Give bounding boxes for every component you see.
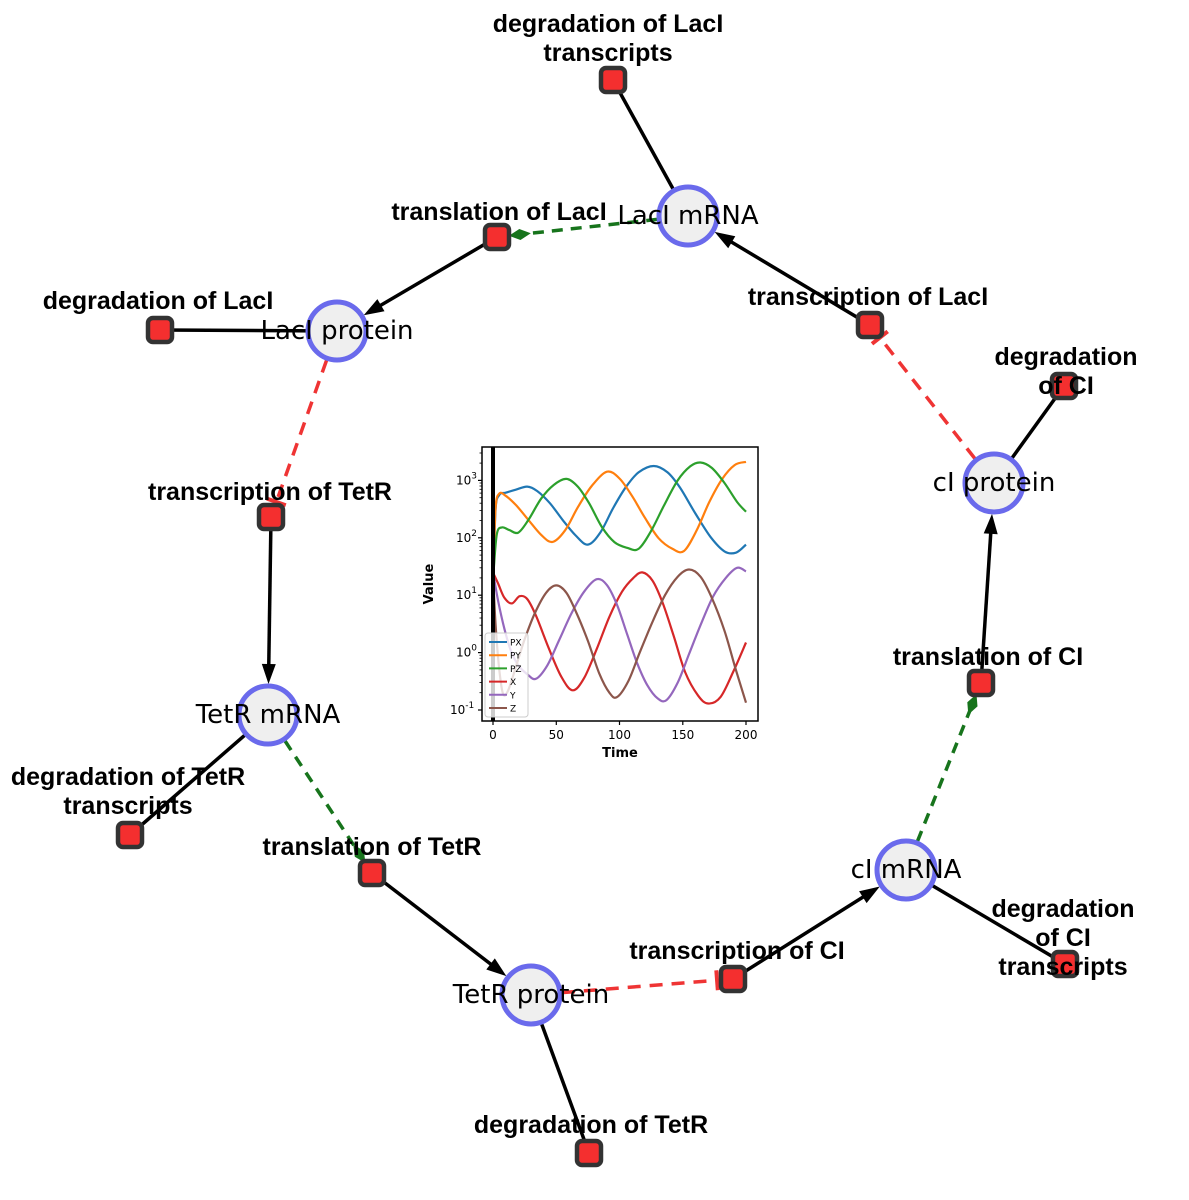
reaction-node-deg-tetr-tx [115,820,145,850]
arrowhead-icon [714,231,736,249]
y-tick-label: 100 [456,644,477,660]
species-node-tetr-mrna [236,683,300,747]
reaction-node-deg-ci [1049,371,1079,401]
legend-label-PZ: PZ [510,665,522,675]
edge-translation-ci-ci-protein [979,513,998,684]
x-tick-label: 100 [608,728,631,742]
species-node-ci-mrna [874,838,938,902]
edge-translation-laci-laci-protein [363,235,498,316]
legend-label-X: X [510,678,516,688]
diamond-arrowhead-icon [508,229,531,240]
arrowhead-icon [859,886,880,904]
tbar-icon [266,496,287,508]
y-tick-label: 103 [456,471,477,487]
y-tick-label: 102 [456,529,477,545]
species-node-ci-protein [962,451,1026,515]
reaction-node-deg-laci-tx [598,65,628,95]
x-tick-label: 0 [489,728,497,742]
reaction-node-transcription-tetr [256,502,286,532]
reaction-node-deg-ci-tx [1050,949,1080,979]
x-tick-label: 150 [671,728,694,742]
x-axis-title: Time [602,746,638,761]
edge-translation-tetr-tetr-protein [370,871,507,977]
legend-label-PY: PY [510,652,521,662]
legend-label-PX: PX [510,639,522,649]
legend-label-Z: Z [510,705,516,715]
arrowhead-icon [486,958,507,977]
series-line-X [492,571,748,705]
species-node-tetr-protein [499,963,563,1027]
species-node-laci-protein [305,299,369,363]
diamond-arrowhead-icon [967,694,978,715]
time-zero-vline [491,447,495,721]
arrowhead-icon [261,663,276,684]
species-node-laci-mrna [656,184,720,248]
tbar-icon [714,970,720,991]
edge-tetr-protein-transcription-ci [561,970,720,995]
reaction-node-deg-laci [145,315,175,345]
edge-laci-mrna-translation-laci [508,217,658,240]
reaction-node-deg-tetr [574,1138,604,1168]
timeseries-chart: 0 50 100 150 20010310210110010-1TimeValuePXP… [422,446,759,761]
edge-laci-protein-transcription-tetr [266,359,329,508]
edge-transcription-tetr-tetr-mrna [261,516,276,684]
series-line-PY [492,460,747,578]
reaction-node-translation-laci [482,222,512,252]
edge-tetr-mrna-translation-tetr [283,739,366,863]
legend: PX PY PZ XYZ [484,632,529,718]
series-line-PX [492,464,747,586]
arrowhead-icon [363,299,385,316]
x-tick-label: 50 [549,728,564,742]
edge-ci-mrna-translation-ci [915,694,978,842]
edge-ci-protein-transcription-laci [870,329,977,460]
reaction-node-translation-ci [966,668,996,698]
reaction-node-translation-tetr [357,858,387,888]
y-tick-label: 10-1 [450,701,474,717]
y-axis-title: Value [422,563,437,604]
edge-transcription-ci-ci-mrna [732,886,880,981]
diamond-arrowhead-icon [353,844,366,863]
y-tick-label: 101 [456,586,477,602]
nodes-layer [115,65,1080,1168]
series-line-PZ [492,461,747,573]
legend-label-Y: Y [509,691,516,701]
edge-transcription-laci-laci-mrna [714,231,871,327]
x-tick-label: 200 [735,728,758,742]
reaction-node-transcription-laci [855,310,885,340]
arrowhead-icon [983,513,998,535]
reaction-node-transcription-ci [718,964,748,994]
